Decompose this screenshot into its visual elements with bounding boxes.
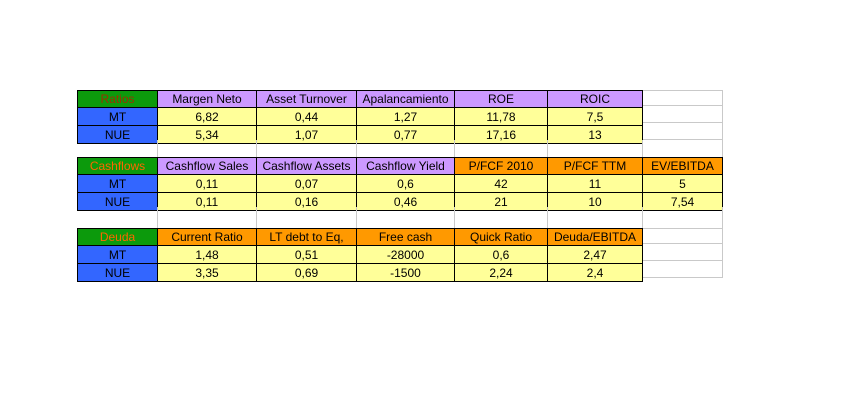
value-cell[interactable]: 0,44	[256, 107, 357, 126]
empty-grid-cell	[78, 140, 158, 157]
column-header-cell[interactable]: Asset Turnover	[256, 90, 357, 108]
table-section-cashflows: Cashflows Cashflow Sales Cashflow Assets Ca…	[77, 157, 723, 211]
column-header-cell[interactable]: Cashflow Assets	[256, 157, 357, 175]
value-cell[interactable]: 5,34	[157, 125, 257, 144]
column-header-cell[interactable]: P/FCF 2010	[454, 157, 548, 175]
value-cell[interactable]: 1,27	[356, 107, 455, 126]
value-cell[interactable]: 2,24	[454, 263, 548, 282]
empty-grid-cell	[643, 261, 723, 278]
empty-grid-cell	[548, 140, 643, 157]
row-label-cell[interactable]: MT	[77, 245, 158, 264]
empty-grid-cell	[455, 207, 548, 228]
empty-grid-cell	[357, 140, 455, 157]
column-header-cell[interactable]: Cashflow Sales	[157, 157, 257, 175]
value-cell[interactable]: 1,48	[157, 245, 257, 264]
table-section-deuda: Deuda Current Ratio LT debt to Eq, Free cas…	[77, 228, 643, 282]
empty-grid-cell	[643, 140, 723, 157]
value-cell[interactable]: 5	[642, 174, 723, 193]
column-header-cell[interactable]: Free cash	[356, 228, 455, 246]
section-label-cell[interactable]: Ratios	[77, 90, 158, 108]
value-cell[interactable]: 0,16	[256, 192, 357, 211]
row-label-cell[interactable]: MT	[77, 174, 158, 193]
section-label-cell[interactable]: Cashflows	[77, 157, 158, 175]
value-cell[interactable]: 0,11	[157, 192, 257, 211]
empty-grid-cell	[643, 207, 723, 228]
empty-grid-cell	[257, 207, 357, 228]
row-label-cell[interactable]: MT	[77, 107, 158, 126]
value-cell[interactable]: 0,11	[157, 174, 257, 193]
value-cell[interactable]: 0,6	[356, 174, 455, 193]
value-cell[interactable]: 11	[547, 174, 643, 193]
column-header-cell[interactable]: Apalancamiento	[356, 90, 455, 108]
empty-grid-cell	[78, 207, 158, 228]
column-header-cell[interactable]: LT debt to Eq,	[256, 228, 357, 246]
column-header-cell[interactable]: Quick Ratio	[454, 228, 548, 246]
section-label-cell[interactable]: Deuda	[77, 228, 158, 246]
empty-grid-cell	[643, 123, 723, 140]
value-cell[interactable]: 2,47	[547, 245, 643, 264]
row-label-cell[interactable]: NUE	[77, 125, 158, 144]
value-cell[interactable]: 3,35	[157, 263, 257, 282]
value-cell[interactable]: -1500	[356, 263, 455, 282]
value-cell[interactable]: 0,07	[256, 174, 357, 193]
value-cell[interactable]: 6,82	[157, 107, 257, 126]
column-header-cell[interactable]: Deuda/EBITDA	[547, 228, 643, 246]
column-header-cell[interactable]: Margen Neto	[157, 90, 257, 108]
value-cell[interactable]: 7,54	[642, 192, 723, 211]
value-cell[interactable]: 42	[454, 174, 548, 193]
empty-grid-cell	[548, 207, 643, 228]
row-label-cell[interactable]: NUE	[77, 192, 158, 211]
value-cell[interactable]: 13	[547, 125, 643, 144]
empty-grid-cell	[643, 244, 723, 261]
value-cell[interactable]: 0,51	[256, 245, 357, 264]
empty-grid-cell	[643, 106, 723, 123]
value-cell[interactable]: 0,69	[256, 263, 357, 282]
value-cell[interactable]: 1,07	[256, 125, 357, 144]
value-cell[interactable]: 10	[547, 192, 643, 211]
value-cell[interactable]: 11,78	[454, 107, 548, 126]
row-label-cell[interactable]: NUE	[77, 263, 158, 282]
value-cell[interactable]: 0,46	[356, 192, 455, 211]
column-header-cell[interactable]: EV/EBITDA	[642, 157, 723, 175]
column-header-cell[interactable]: P/FCF TTM	[547, 157, 643, 175]
table-section-ratios: Ratios Margen Neto Asset Turnover Apalancam…	[77, 90, 643, 144]
column-header-cell[interactable]: ROE	[454, 90, 548, 108]
empty-grid-cell	[357, 207, 455, 228]
value-cell[interactable]: 0,6	[454, 245, 548, 264]
value-cell[interactable]: 2,4	[547, 263, 643, 282]
empty-grid-cell	[455, 140, 548, 157]
value-cell[interactable]: -28000	[356, 245, 455, 264]
column-header-cell[interactable]: Current Ratio	[157, 228, 257, 246]
value-cell[interactable]: 0,77	[356, 125, 455, 144]
value-cell[interactable]: 21	[454, 192, 548, 211]
value-cell[interactable]: 17,16	[454, 125, 548, 144]
column-header-cell[interactable]: Cashflow Yield	[356, 157, 455, 175]
empty-grid-cell	[643, 90, 723, 106]
empty-grid-cell	[158, 140, 257, 157]
empty-grid-cell	[257, 140, 357, 157]
column-header-cell[interactable]: ROIC	[547, 90, 643, 108]
value-cell[interactable]: 7,5	[547, 107, 643, 126]
empty-grid-cell	[158, 207, 257, 228]
empty-grid-cell	[643, 228, 723, 244]
